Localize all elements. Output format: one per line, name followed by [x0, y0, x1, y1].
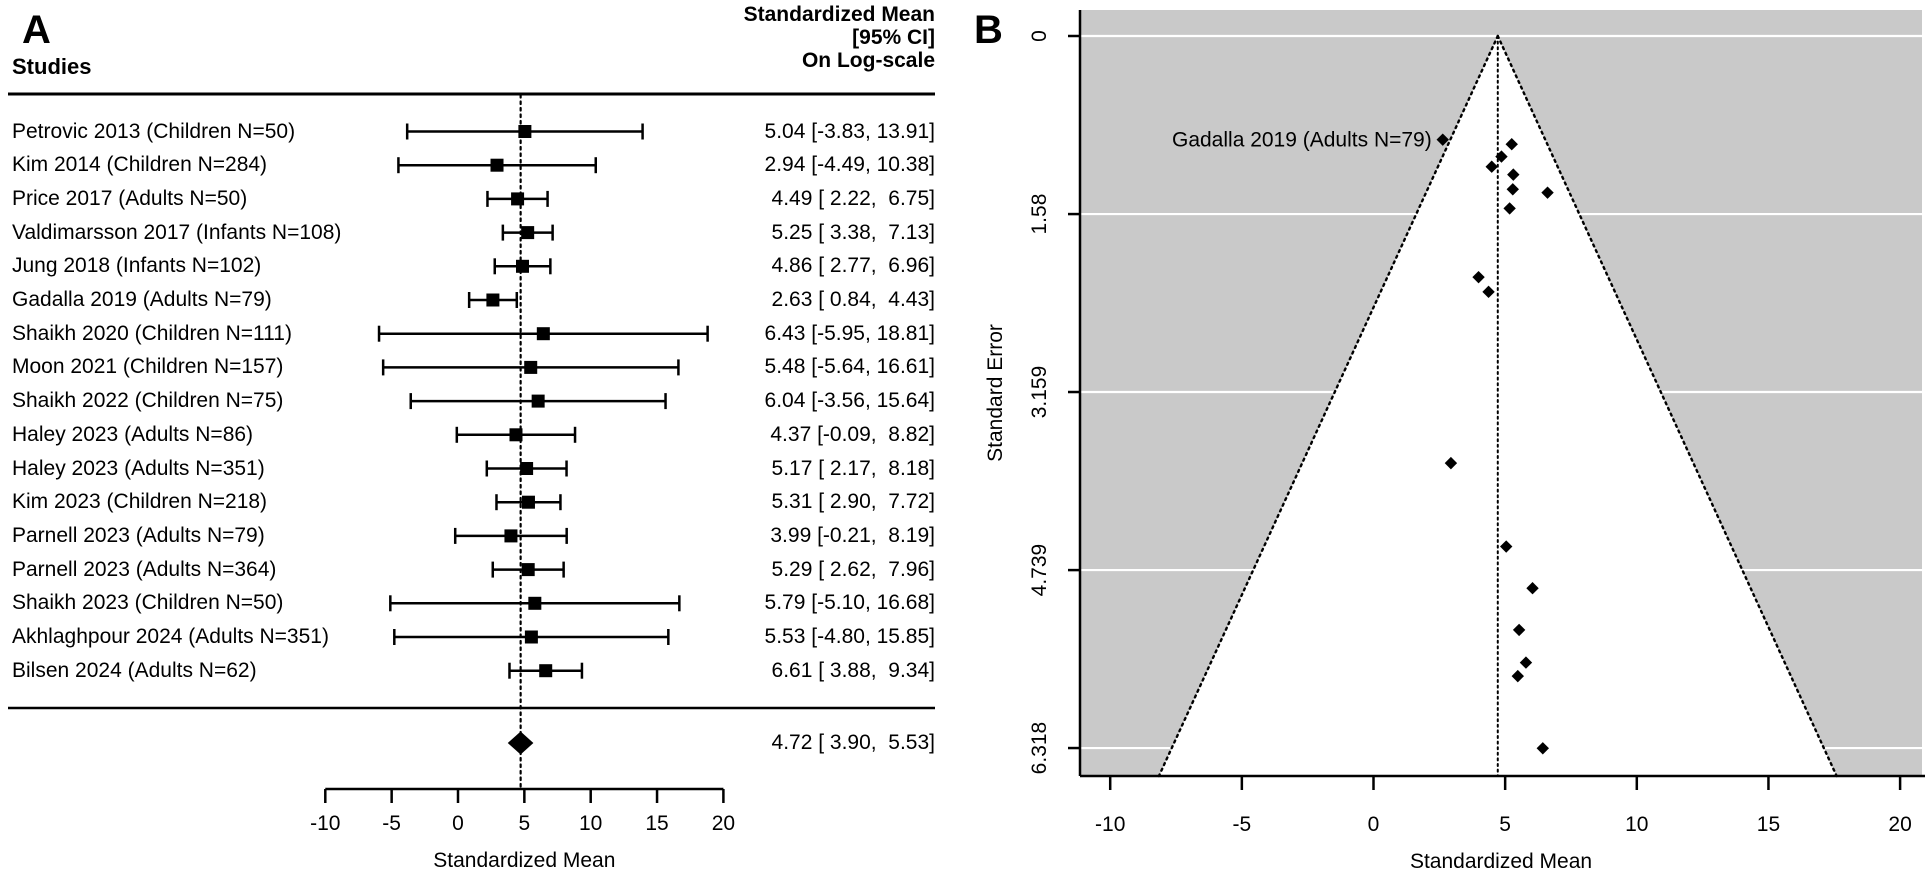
- funnel-point: [1511, 669, 1524, 683]
- mean-square: [518, 125, 532, 138]
- mean-square: [524, 630, 538, 644]
- funnel-point: [1472, 270, 1485, 284]
- forest-plot-canvas: [8, 92, 935, 803]
- mean-square: [486, 293, 500, 307]
- y-axis-title: Standard Error: [984, 324, 1007, 462]
- forest-row: [377, 325, 709, 342]
- forest-row: [467, 292, 519, 308]
- summary-diamond: [507, 731, 534, 755]
- funnel-point: [1505, 137, 1518, 151]
- funnel-point: [1541, 186, 1554, 199]
- mean-square: [490, 158, 504, 172]
- x-axis-tick-label: 5: [1499, 813, 1511, 836]
- forest-row: [405, 123, 644, 140]
- mean-square: [511, 192, 525, 206]
- forest-row: [453, 527, 568, 544]
- forest-row: [495, 494, 562, 511]
- forest-row: [508, 662, 584, 679]
- forest-row: [389, 595, 681, 612]
- effect-column-header: Standardized Mean [95% CI] On Log-scale: [0, 3, 935, 72]
- funnel-point: [1436, 133, 1449, 146]
- annotated-point-label: Gadalla 2019 (Adults N=79): [1172, 129, 1432, 152]
- y-axis-tick-label: 0: [1028, 30, 1051, 42]
- forest-row: [409, 393, 667, 410]
- forest-row: [501, 224, 554, 241]
- forest-row: [486, 190, 549, 207]
- mean-square: [521, 495, 535, 509]
- forest-row: [455, 426, 577, 443]
- x-axis-tick-label: 15: [1757, 813, 1780, 836]
- y-axis-tick-label: 4.739: [1028, 544, 1051, 597]
- funnel-point: [1507, 168, 1520, 181]
- pseudo-ci-left-edge: [1157, 34, 1499, 778]
- y-axis-tick-label: 3.159: [1028, 366, 1051, 419]
- funnel-point: [1500, 540, 1513, 553]
- funnel-point: [1485, 160, 1498, 173]
- forest-row: [485, 460, 568, 477]
- forest-row: [393, 629, 670, 645]
- pseudo-ci-right-edge: [1496, 34, 1838, 778]
- x-axis-title: Standardized Mean: [1410, 850, 1592, 873]
- x-axis-tick-label: -5: [1233, 813, 1252, 836]
- forest-row: [381, 359, 680, 376]
- funnel-point: [1495, 150, 1508, 163]
- mean-square: [528, 596, 542, 610]
- funnel-point: [1506, 183, 1519, 196]
- funnel-point: [1536, 742, 1550, 755]
- funnel-point: [1526, 582, 1539, 595]
- mean-square: [509, 428, 523, 442]
- funnel-point: [1519, 656, 1533, 669]
- funnel-point: [1503, 202, 1516, 215]
- mean-square: [520, 462, 534, 475]
- forest-row: [397, 157, 597, 174]
- x-axis-tick-label: 20: [1888, 813, 1911, 836]
- y-axis-tick-label: 6.318: [1028, 722, 1051, 775]
- mean-square: [521, 563, 535, 577]
- mean-square: [515, 259, 529, 273]
- x-axis-tick-label: 0: [1368, 813, 1380, 836]
- mean-square: [531, 394, 545, 408]
- effect-column-header-line-3: On Log-scale: [801, 49, 935, 72]
- x-axis-tick-label: 10: [1625, 813, 1648, 836]
- studies-column-header: Studies: [12, 54, 92, 79]
- x-axis-tick-label: -10: [1095, 813, 1125, 836]
- funnel-plot-canvas: Gadalla 2019 (Adults N=79) 0 1.58 3.159 4.73…: [984, 10, 1925, 873]
- mean-square: [524, 360, 538, 374]
- effect-column-header-line-2: [95% CI]: [852, 26, 935, 49]
- forest-row: [491, 561, 565, 578]
- forest-row: [493, 258, 552, 275]
- mean-square: [536, 327, 550, 341]
- mean-square: [521, 226, 535, 240]
- mean-square: [504, 529, 518, 543]
- panel-a-label: A: [22, 8, 51, 52]
- mean-square: [539, 664, 553, 678]
- funnel-point: [1482, 285, 1495, 299]
- funnel-point: [1512, 623, 1526, 637]
- effect-column-header-line-1: Standardized Mean: [743, 3, 935, 26]
- panel-b-label: B: [974, 8, 1003, 52]
- y-axis-tick-label: 1.58: [1028, 194, 1051, 235]
